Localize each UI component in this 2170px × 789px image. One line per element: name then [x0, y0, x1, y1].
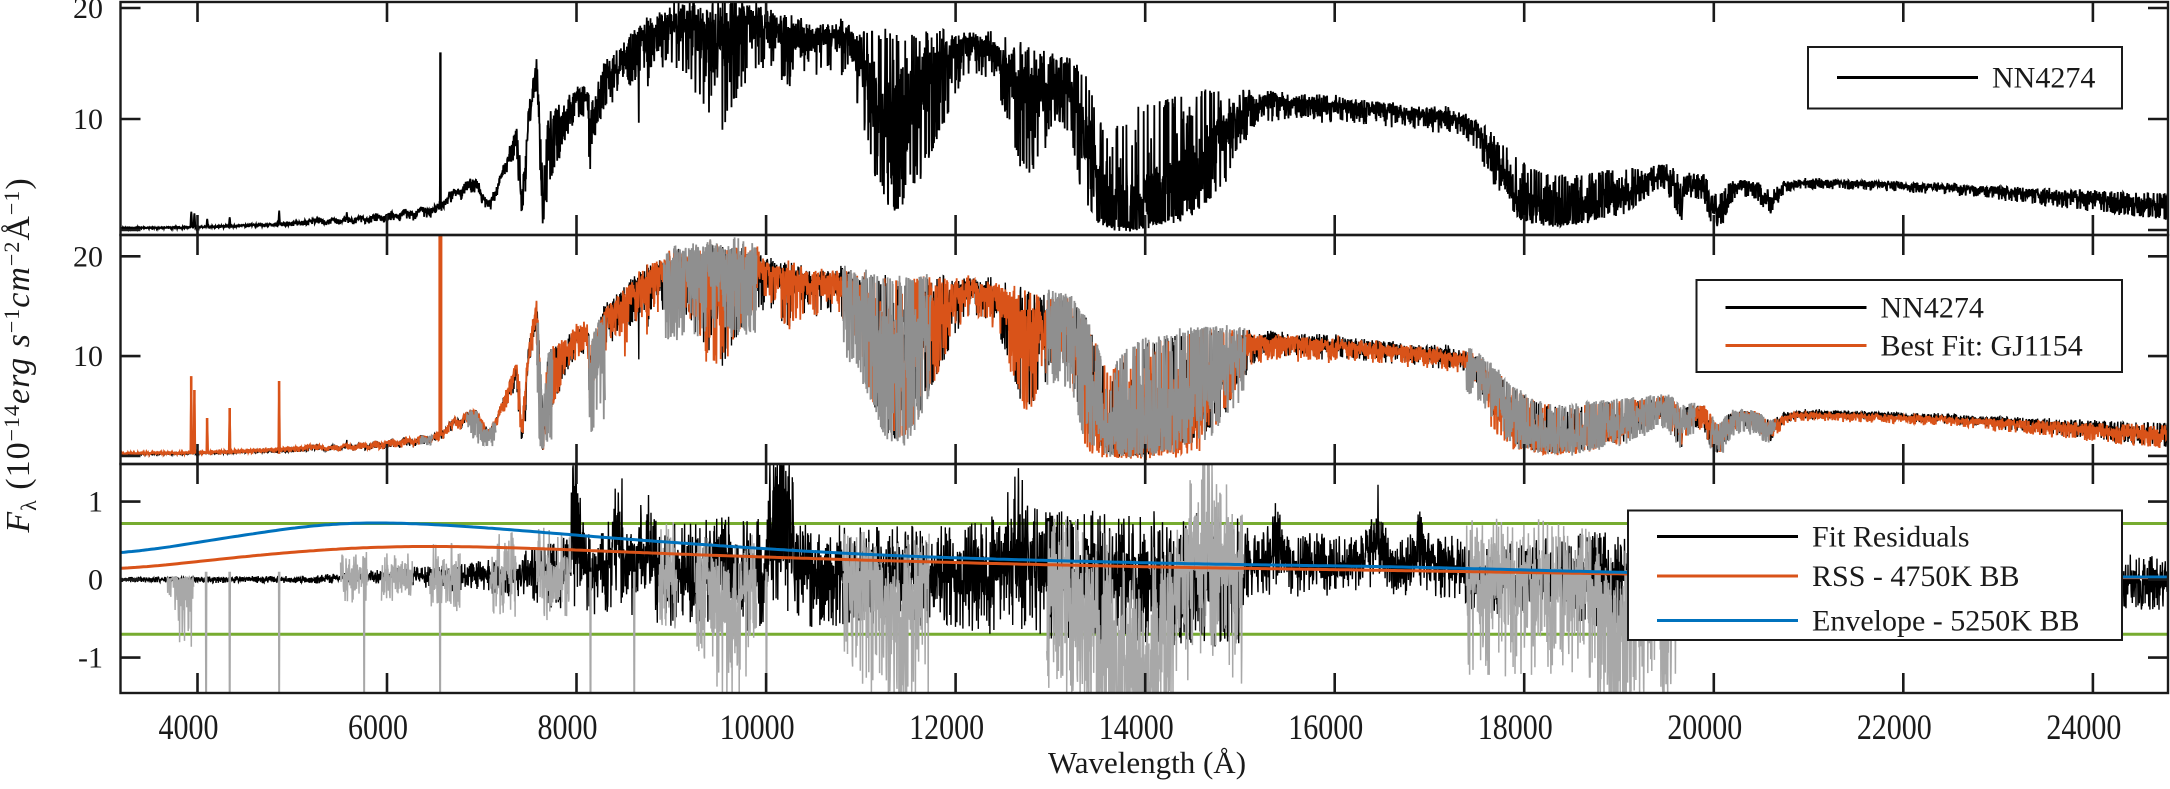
svg-text:RSS - 4750K BB: RSS - 4750K BB [1812, 560, 2020, 593]
svg-text:20000: 20000 [1667, 707, 1742, 747]
svg-text:Envelope - 5250K BB: Envelope - 5250K BB [1812, 605, 2079, 638]
svg-text:20: 20 [73, 0, 103, 25]
svg-text:14000: 14000 [1099, 707, 1174, 747]
svg-text:20: 20 [73, 240, 103, 273]
svg-text:8000: 8000 [538, 707, 598, 747]
svg-text:16000: 16000 [1288, 707, 1363, 747]
svg-text:22000: 22000 [1857, 707, 1932, 747]
svg-text:0: 0 [88, 564, 103, 597]
svg-text:10000: 10000 [720, 707, 795, 747]
svg-text:Fλ (10−14erg s−1cm−2Å−1): Fλ (10−14erg s−1cm−2Å−1) [0, 177, 41, 533]
svg-text:Best Fit: GJ1154: Best Fit: GJ1154 [1881, 330, 2083, 363]
svg-text:Fit Residuals: Fit Residuals [1812, 521, 1970, 554]
svg-text:10: 10 [73, 340, 103, 373]
svg-text:NN4274: NN4274 [1992, 62, 2095, 95]
svg-text:NN4274: NN4274 [1881, 292, 1984, 325]
svg-text:Wavelength (Å): Wavelength (Å) [1048, 745, 1246, 780]
svg-text:10: 10 [73, 103, 103, 136]
svg-text:6000: 6000 [348, 707, 408, 747]
svg-text:1: 1 [88, 486, 103, 519]
svg-text:18000: 18000 [1478, 707, 1553, 747]
svg-text:4000: 4000 [159, 707, 219, 747]
svg-text:-1: -1 [78, 642, 103, 675]
svg-text:24000: 24000 [2046, 707, 2121, 747]
svg-text:12000: 12000 [909, 707, 984, 747]
